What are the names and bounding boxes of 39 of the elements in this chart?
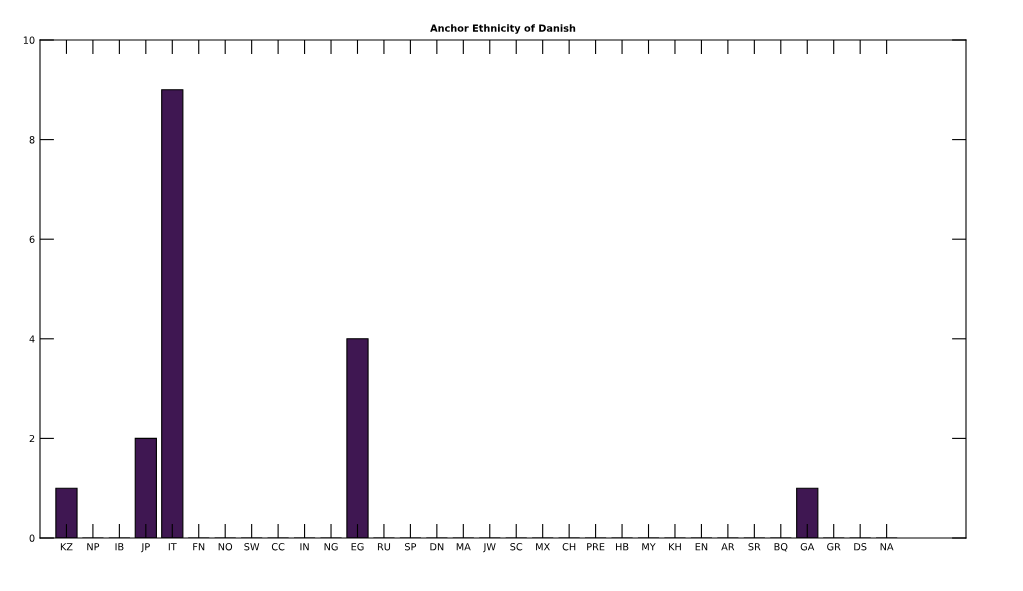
x-tick-label: SC: [510, 543, 523, 551]
x-tick-label: DS: [854, 543, 867, 551]
x-tick-label: NP: [87, 543, 100, 551]
y-tick-label: 4: [29, 335, 35, 343]
chart-title: Anchor Ethnicity of Danish: [430, 24, 576, 34]
x-tick-label: SW: [244, 543, 260, 551]
x-tick-label: KZ: [60, 543, 73, 551]
y-tick-label: 0: [29, 534, 35, 542]
x-tick-label: DN: [430, 543, 444, 551]
x-tick-label: NA: [880, 543, 894, 551]
x-tick-label: JW: [483, 543, 496, 553]
x-tick-label: NO: [218, 543, 233, 551]
x-tick-label: SP: [405, 543, 417, 551]
x-tick-label: AR: [721, 543, 735, 551]
x-tick-label: EG: [351, 543, 364, 551]
x-tick-label: IB: [115, 543, 124, 551]
x-tick-label: BQ: [774, 543, 788, 552]
x-tick-label: JP: [140, 543, 150, 553]
x-tick-label: SR: [748, 543, 761, 551]
y-tick-label: 2: [29, 434, 35, 443]
x-tick-label: MY: [642, 543, 656, 551]
x-tick-label: NG: [324, 543, 338, 551]
x-tick-label: CC: [271, 543, 285, 551]
x-tick-label: GR: [827, 543, 841, 551]
y-tick-label: 8: [29, 136, 35, 144]
x-tick-label: KH: [669, 543, 681, 551]
x-tick-label: IT: [168, 543, 177, 551]
x-tick-label: MA: [456, 543, 471, 551]
y-tick-label: 6: [29, 235, 35, 244]
x-tick-label: EN: [695, 543, 708, 551]
y-tick-label: 10: [23, 36, 35, 44]
x-tick-label: RU: [377, 543, 391, 551]
x-tick-label: IN: [300, 543, 309, 551]
x-tick-label: GA: [800, 543, 815, 551]
x-tick-label: MX: [536, 543, 550, 551]
x-tick-label: FN: [193, 543, 205, 551]
x-tick-label: HB: [616, 543, 629, 551]
x-tick-label: PRE: [587, 543, 605, 551]
x-tick-label: CH: [562, 543, 576, 551]
